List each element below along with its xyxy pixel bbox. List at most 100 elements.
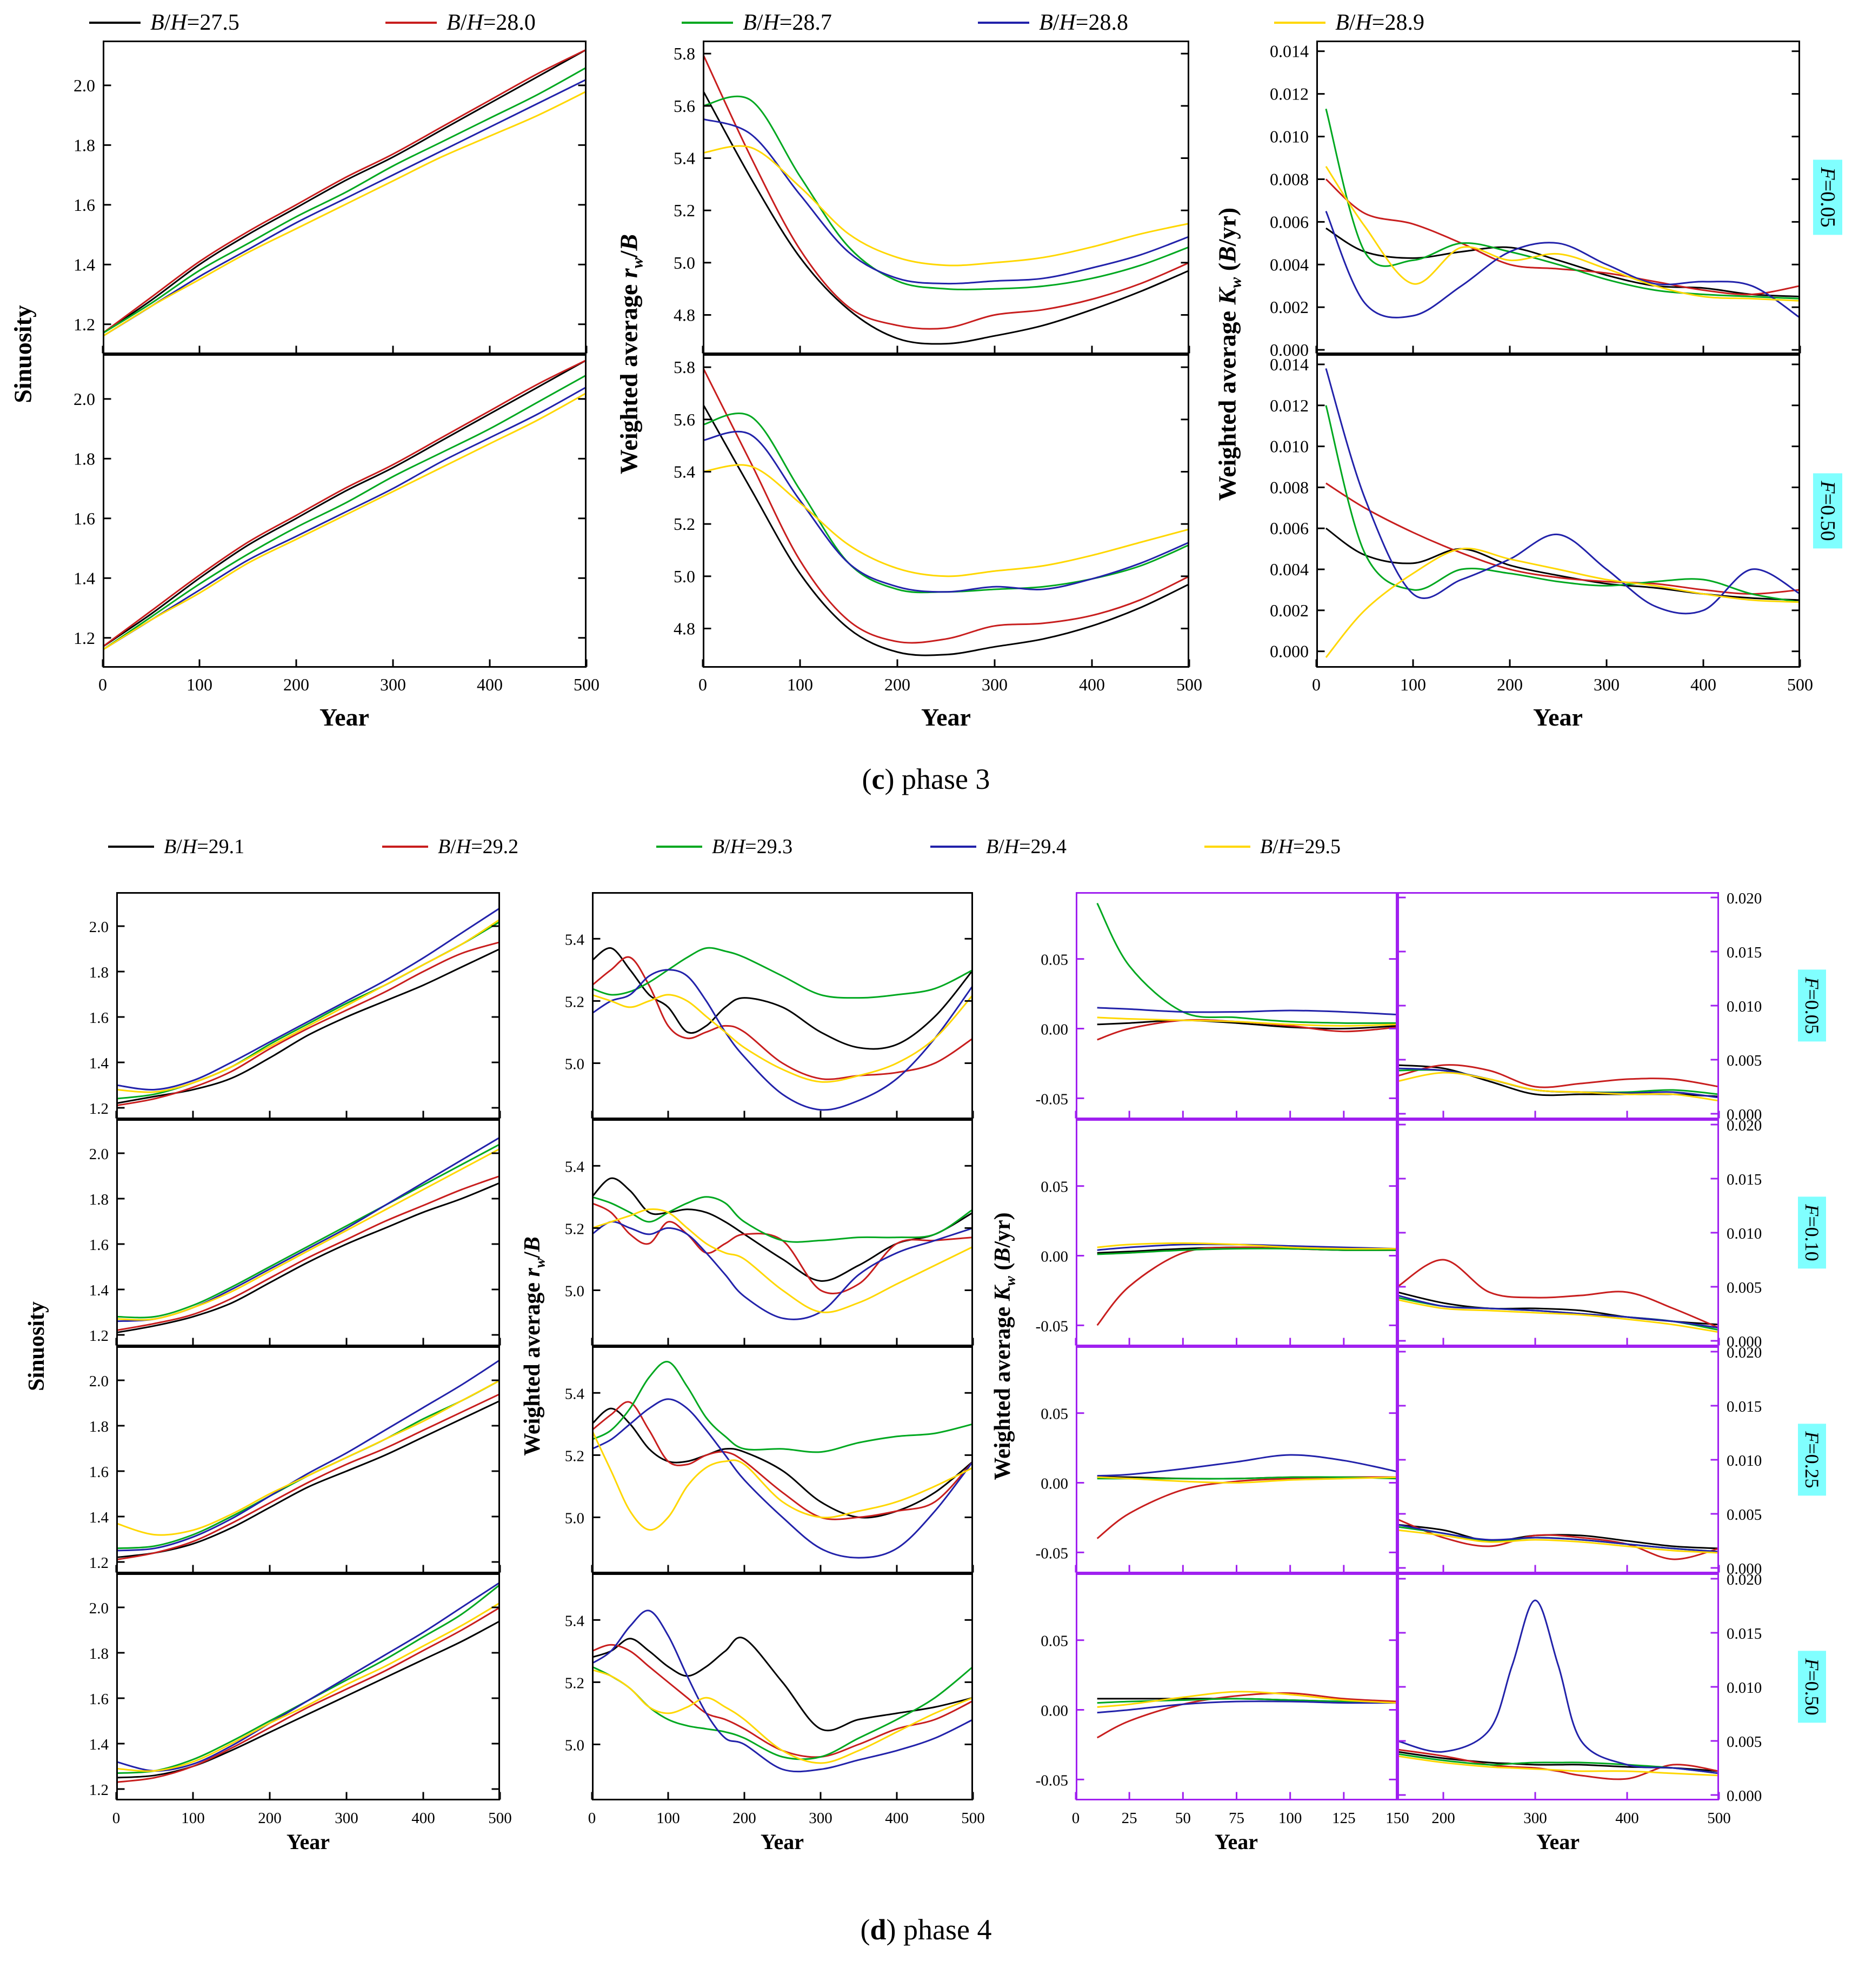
svg-text:5.6: 5.6 <box>674 410 695 429</box>
svg-text:5.8: 5.8 <box>674 44 695 63</box>
text-part: =28.7 <box>779 10 832 35</box>
svg-text:1.8: 1.8 <box>89 1191 109 1208</box>
legend-line-swatch <box>930 846 976 848</box>
text-part: / <box>460 10 467 35</box>
text-part: ) phase 3 <box>884 763 990 795</box>
svg-text:5.0: 5.0 <box>674 567 695 586</box>
caption-phase3: (c) phase 3 <box>0 762 1852 796</box>
svg-text:5.4: 5.4 <box>565 1612 585 1630</box>
svg-text:0.00: 0.00 <box>1041 1703 1068 1720</box>
legend-item: B/H=29.3 <box>656 835 792 859</box>
chart-phase4-kw-late-f005: 0.000 0.005 0.010 0.015 0.020 <box>1397 890 1762 1123</box>
svg-text:1.2: 1.2 <box>74 315 95 334</box>
text-part: /yr) <box>990 1212 1015 1248</box>
legend-item: B/H=28.0 <box>385 10 536 36</box>
svg-text:0.014: 0.014 <box>1270 42 1309 61</box>
y-axis-title-rwb-phase3: Weighted average rw/B <box>615 234 647 474</box>
svg-text:1.4: 1.4 <box>74 568 95 588</box>
svg-text:100: 100 <box>186 675 212 694</box>
legend-phase3: B/H=27.5 B/H=28.0 B/H=28.7 B/H=28.8 B/H=28.9 <box>89 6 1424 39</box>
text-part: Weighted average <box>520 1276 545 1456</box>
svg-text:5.2: 5.2 <box>565 1447 584 1465</box>
text-part: F <box>1816 167 1839 180</box>
svg-text:0.005: 0.005 <box>1727 1733 1762 1751</box>
legend-label: B/H=27.5 <box>150 10 239 36</box>
chart-phase4-rwb-f010: 5.0 5.2 5.4 <box>565 1119 974 1346</box>
svg-text:2.0: 2.0 <box>89 1600 109 1617</box>
svg-text:5.4: 5.4 <box>565 1385 585 1402</box>
svg-text:0.008: 0.008 <box>1270 477 1309 497</box>
text-part: B <box>743 10 757 35</box>
chart-phase4-sinuosity-f025: 1.2 1.4 1.6 1.8 2.0 <box>89 1346 501 1573</box>
text-part: K <box>990 1286 1015 1301</box>
svg-text:400: 400 <box>1690 675 1716 694</box>
text-part: B <box>1335 10 1349 35</box>
chart-phase3-kw-f005: 0.000 0.002 0.004 0.006 0.008 0.010 0.012 0.014 <box>1270 41 1801 360</box>
svg-text:0.002: 0.002 <box>1270 297 1309 317</box>
text-part: B <box>1260 835 1273 858</box>
svg-text:5.0: 5.0 <box>565 1737 584 1754</box>
text-part: c <box>871 763 885 795</box>
chart-phase4-kw-late-f010: 0.000 0.005 0.010 0.015 0.020 <box>1397 1117 1762 1351</box>
text-part: =28.8 <box>1075 10 1128 35</box>
text-part: H <box>456 835 471 858</box>
legend-item: B/H=29.2 <box>382 835 518 859</box>
svg-text:100: 100 <box>656 1810 680 1827</box>
text-part: =29.1 <box>197 835 245 858</box>
svg-text:0.012: 0.012 <box>1270 396 1309 415</box>
svg-text:0.00: 0.00 <box>1041 1248 1068 1266</box>
svg-text:0: 0 <box>1312 675 1321 694</box>
text-part: B <box>520 1236 545 1252</box>
svg-text:25: 25 <box>1122 1810 1137 1827</box>
svg-text:150: 150 <box>1385 1810 1409 1827</box>
text-part: H <box>182 835 197 858</box>
legend-line-swatch <box>89 22 141 24</box>
svg-text:50: 50 <box>1175 1810 1191 1827</box>
svg-text:0.014: 0.014 <box>1270 355 1309 374</box>
x-axis-title-year-phase3-col1: Year <box>319 703 369 731</box>
text-part: =0.05 <box>1801 989 1823 1034</box>
svg-text:400: 400 <box>1615 1810 1639 1827</box>
legend-item: B/H=29.4 <box>930 835 1067 859</box>
svg-text:0.008: 0.008 <box>1270 169 1309 189</box>
text-part: =28.0 <box>483 10 536 35</box>
text-part: / <box>724 835 730 858</box>
svg-text:200: 200 <box>884 675 910 694</box>
svg-text:-0.05: -0.05 <box>1036 1545 1068 1562</box>
text-part: B <box>615 234 643 251</box>
text-part: ( <box>862 763 872 795</box>
text-part: w <box>1002 1276 1018 1286</box>
legend-line-swatch <box>382 846 428 848</box>
svg-text:2.0: 2.0 <box>89 1146 109 1163</box>
x-axis-title-year-phase4-col3-right: Year <box>1536 1830 1580 1854</box>
text-part: =29.3 <box>745 835 793 858</box>
text-part: w <box>1227 277 1245 288</box>
svg-text:500: 500 <box>488 1810 512 1827</box>
svg-text:5.4: 5.4 <box>674 462 695 482</box>
text-part: B <box>164 835 177 858</box>
text-part: =29.5 <box>1293 835 1341 858</box>
text-part: ) phase 4 <box>886 1913 992 1946</box>
svg-text:5.0: 5.0 <box>565 1282 584 1300</box>
svg-text:500: 500 <box>574 675 599 694</box>
svg-text:400: 400 <box>477 675 503 694</box>
chart-phase4-kw-early-f050: 0 25 50 75 100 125 150 -0.05 0.00 0.05 <box>1036 1573 1409 1827</box>
text-part: w <box>531 1258 548 1268</box>
chart-phase4-rwb-f050: 0 100 200 300 400 500 5.0 5.2 5.4 <box>565 1573 985 1827</box>
svg-text:2.0: 2.0 <box>74 389 95 409</box>
text-part: =27.5 <box>186 10 239 35</box>
svg-text:4.8: 4.8 <box>674 305 695 325</box>
text-part: / <box>520 1252 545 1258</box>
text-part: B <box>150 10 164 35</box>
svg-text:0.010: 0.010 <box>1727 1679 1762 1697</box>
text-part: ( <box>1213 262 1241 277</box>
svg-text:1.8: 1.8 <box>89 1645 109 1663</box>
legend-item: B/H=28.8 <box>978 10 1128 36</box>
legend-item: B/H=28.7 <box>682 10 832 36</box>
text-part: =0.50 <box>1801 1670 1823 1716</box>
svg-text:1.4: 1.4 <box>89 1055 109 1072</box>
chart-phase4-kw-early-f005: -0.05 0.00 0.05 <box>1036 892 1398 1119</box>
text-part: H <box>730 835 745 858</box>
svg-text:5.2: 5.2 <box>674 201 695 220</box>
chart-phase3-sinuosity-f005: 1.2 1.4 1.6 1.8 2.0 <box>74 41 588 354</box>
